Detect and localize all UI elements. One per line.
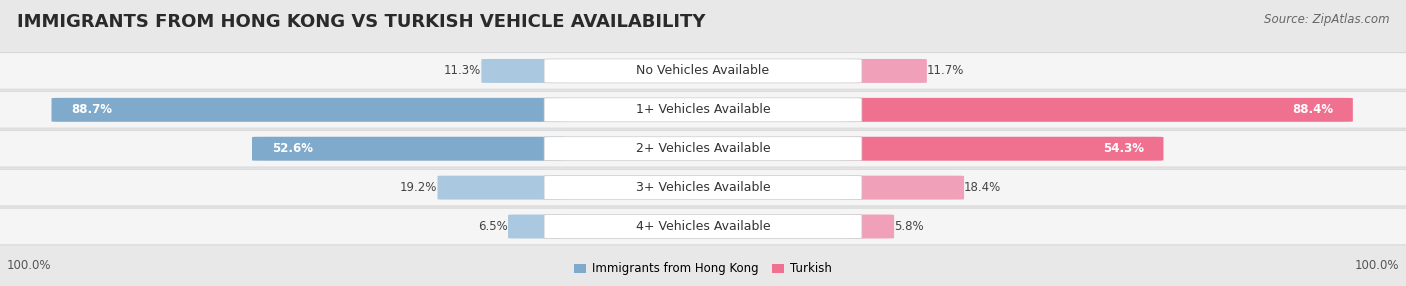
Text: IMMIGRANTS FROM HONG KONG VS TURKISH VEHICLE AVAILABILITY: IMMIGRANTS FROM HONG KONG VS TURKISH VEH… [17,13,706,31]
Text: 18.4%: 18.4% [965,181,1001,194]
Text: 4+ Vehicles Available: 4+ Vehicles Available [636,220,770,233]
FancyBboxPatch shape [0,92,1406,128]
Text: No Vehicles Available: No Vehicles Available [637,64,769,78]
Text: 6.5%: 6.5% [478,220,508,233]
FancyBboxPatch shape [839,59,927,83]
Text: 11.7%: 11.7% [927,64,965,78]
Text: Source: ZipAtlas.com: Source: ZipAtlas.com [1264,13,1389,26]
Text: 52.6%: 52.6% [271,142,312,155]
FancyBboxPatch shape [544,214,862,239]
Text: 88.4%: 88.4% [1292,103,1333,116]
FancyBboxPatch shape [839,176,965,200]
Text: 88.7%: 88.7% [72,103,112,116]
FancyBboxPatch shape [839,98,1353,122]
FancyBboxPatch shape [839,137,1163,161]
FancyBboxPatch shape [544,59,862,83]
Text: 19.2%: 19.2% [401,181,437,194]
FancyBboxPatch shape [0,130,1406,167]
FancyBboxPatch shape [252,137,567,161]
FancyBboxPatch shape [544,137,862,161]
Text: 11.3%: 11.3% [444,64,481,78]
FancyBboxPatch shape [0,208,1406,245]
Legend: Immigrants from Hong Kong, Turkish: Immigrants from Hong Kong, Turkish [569,258,837,280]
Text: 1+ Vehicles Available: 1+ Vehicles Available [636,103,770,116]
FancyBboxPatch shape [544,98,862,122]
FancyBboxPatch shape [544,176,862,200]
FancyBboxPatch shape [508,214,567,239]
FancyBboxPatch shape [839,214,894,239]
Text: 100.0%: 100.0% [1354,259,1399,273]
Text: 100.0%: 100.0% [7,259,52,273]
Text: 54.3%: 54.3% [1102,142,1143,155]
Text: 5.8%: 5.8% [894,220,924,233]
FancyBboxPatch shape [52,98,567,122]
FancyBboxPatch shape [0,53,1406,89]
Text: 3+ Vehicles Available: 3+ Vehicles Available [636,181,770,194]
Text: 2+ Vehicles Available: 2+ Vehicles Available [636,142,770,155]
FancyBboxPatch shape [481,59,567,83]
FancyBboxPatch shape [437,176,567,200]
FancyBboxPatch shape [0,169,1406,206]
